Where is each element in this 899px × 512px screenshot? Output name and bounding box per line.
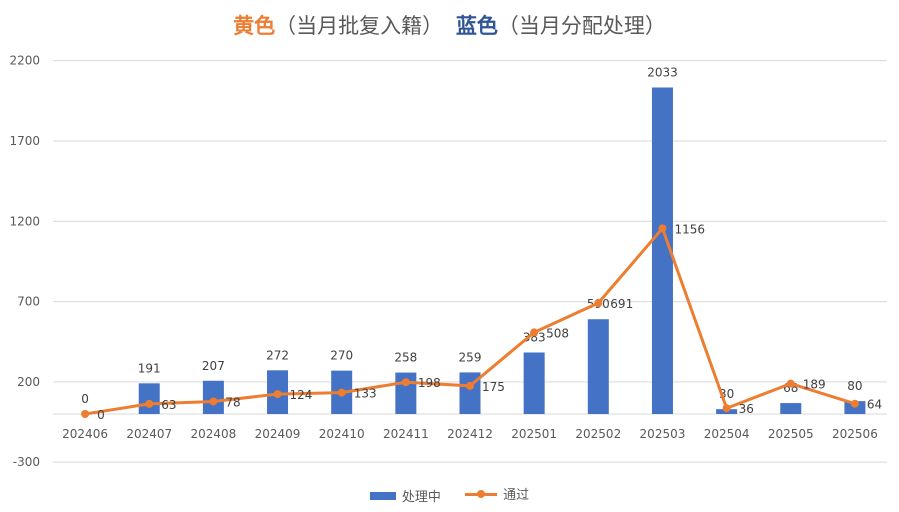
line-data-label: 175 [482,380,505,394]
bar-data-label: 2033 [647,66,678,80]
line-data-label: 78 [225,395,240,409]
bar [523,352,545,414]
line-point [337,388,346,397]
legend-line-label: 通过 [503,488,530,503]
x-tick-label: 202408 [190,427,236,441]
x-tick-label: 202502 [575,427,621,441]
line-point [786,379,795,388]
line-point [401,378,410,387]
title-yellow-key: 黄色 [233,14,276,38]
x-tick-label: 202411 [383,427,429,441]
title-yellow-desc: （当月批复入籍） [275,14,444,38]
y-tick-label: 1700 [9,134,40,148]
x-tick-label: 202407 [126,427,172,441]
bar-data-label: 0 [81,392,89,406]
line-point [658,224,667,233]
y-tick-label: 2200 [9,54,40,68]
x-tick-label: 202409 [255,427,301,441]
line-point [466,381,474,390]
legend-bar-label: 处理中 [401,490,441,505]
bar-data-label: 259 [459,350,482,364]
legend-line-swatch [465,488,498,500]
line-data-label: 63 [161,398,176,412]
x-tick-label: 202406 [62,427,108,441]
line-point [594,299,603,308]
legend: 处理中 通过 [0,484,899,505]
x-tick-label: 202505 [768,427,814,441]
x-tick-label: 202412 [447,427,493,441]
line-data-label: 36 [739,402,754,416]
line-point [722,404,731,413]
legend-item-line: 通过 [465,484,529,503]
title-blue-key: 蓝色 [455,14,498,38]
bar-data-label: 383 [523,330,546,344]
bar-data-label: 258 [394,351,417,365]
line-point [850,399,859,408]
line-data-label: 64 [867,398,882,412]
line-data-label: 133 [354,387,377,401]
legend-bar-swatch [369,491,396,500]
legend-item-bar: 处理中 [369,486,441,505]
line-data-label: 508 [546,326,569,340]
bar-data-label: 207 [202,359,225,373]
y-tick-label: 200 [17,375,40,389]
line-data-label: 0 [97,408,105,422]
line-data-label: 124 [290,388,313,402]
bar-data-label: 270 [330,349,353,363]
x-tick-label: 202501 [511,427,557,441]
x-tick-label: 202506 [832,427,878,441]
x-tick-label: 202503 [640,427,686,441]
x-tick-label: 202504 [704,427,750,441]
x-tick-label: 202410 [319,427,365,441]
title-blue-desc: （当月分配处理） [497,14,666,38]
line-point [209,397,218,406]
bar [651,87,673,415]
bar-data-label: 272 [266,348,289,362]
bar [138,383,160,414]
line-point [530,328,539,337]
bar [202,380,224,414]
line-data-label: 1156 [674,222,705,236]
y-tick-label: 700 [17,295,40,309]
line-point [81,410,90,418]
chart-title: 黄色（当月批复入籍） 蓝色（当月分配处理） [0,10,899,40]
y-tick-label: -300 [13,455,40,469]
line-point [145,399,154,408]
bar [780,403,802,414]
bar [587,319,609,414]
y-tick-label: 1200 [9,214,40,228]
line-data-label: 189 [803,378,826,392]
line-data-label: 198 [418,376,441,390]
line-data-label: 691 [610,297,633,311]
bar-data-label: 191 [138,361,161,375]
bar-data-label: 80 [847,379,862,393]
line-point [273,390,282,399]
